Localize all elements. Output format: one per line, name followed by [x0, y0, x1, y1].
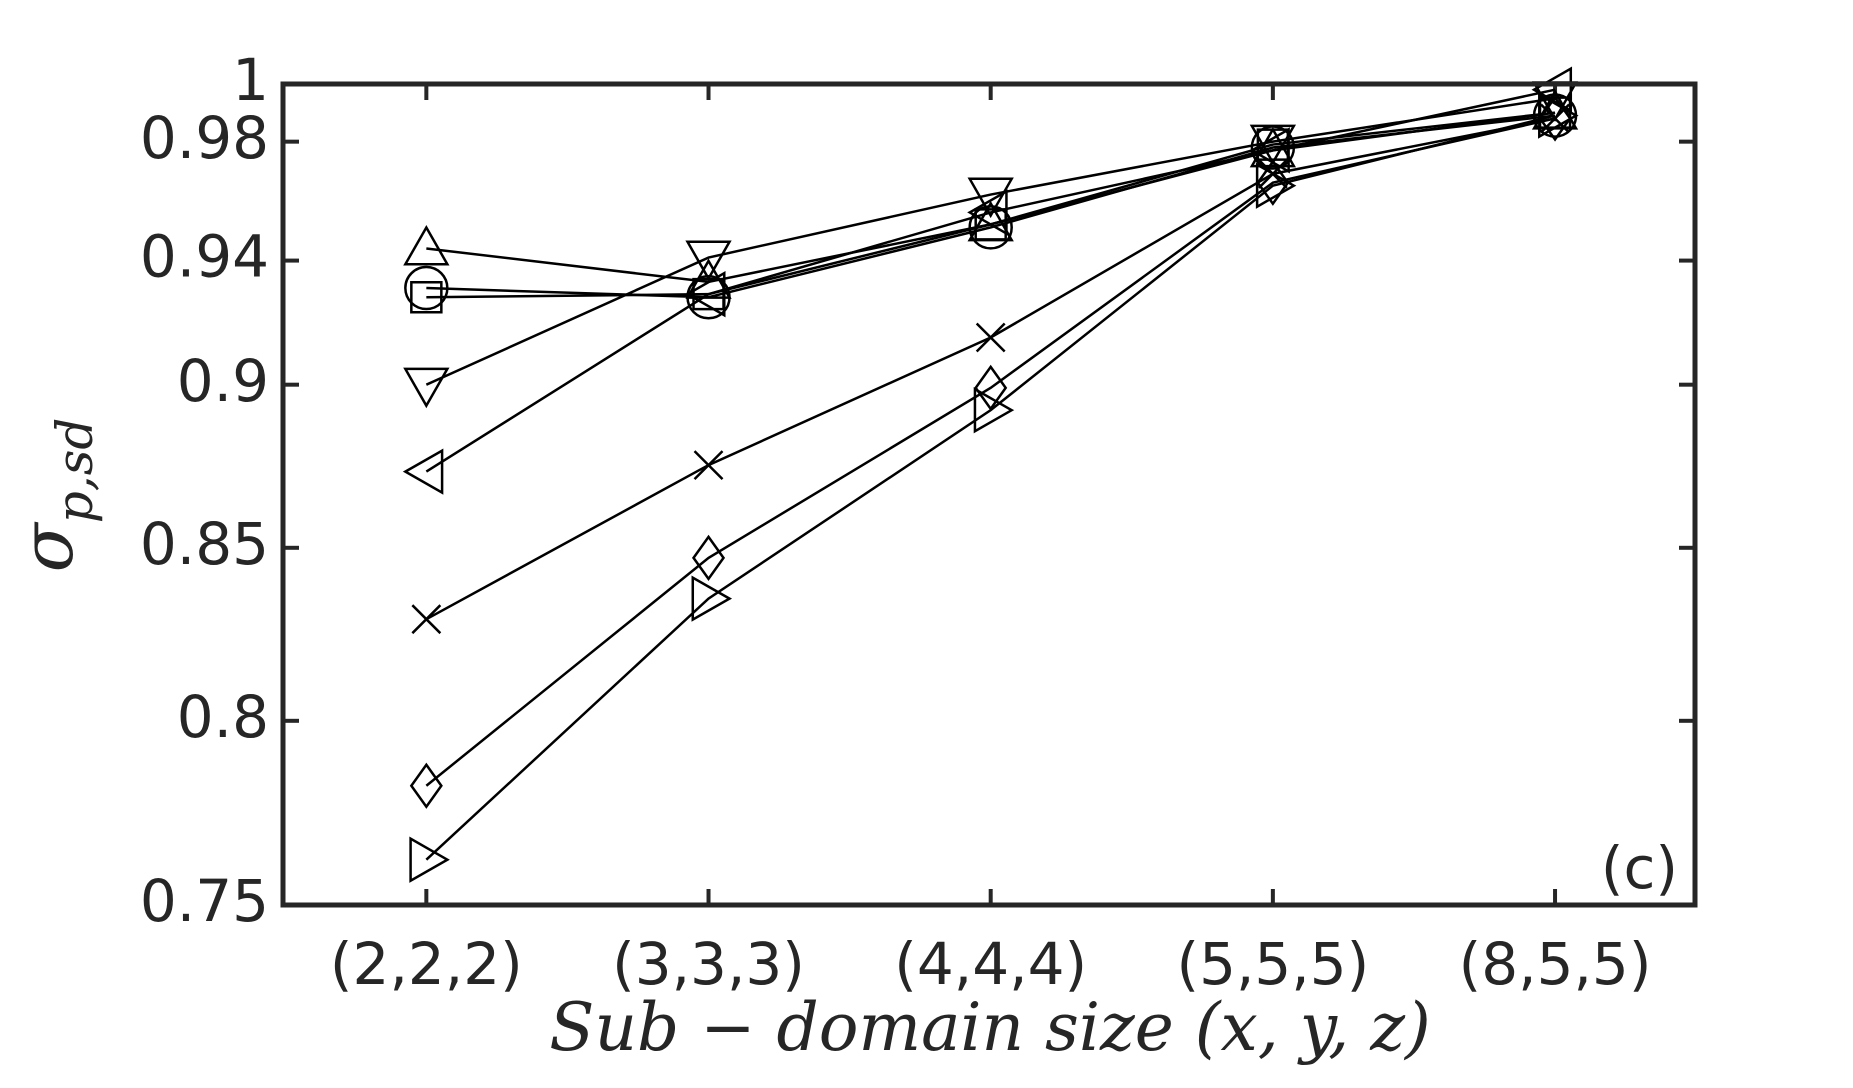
series-line	[425, 88, 1556, 473]
marker	[974, 208, 1007, 241]
x-tick-label: (2,2,2)	[330, 930, 523, 998]
marker	[1249, 126, 1297, 168]
marker	[411, 604, 442, 635]
marker	[685, 240, 732, 282]
marker	[404, 265, 449, 311]
series-line	[426, 111, 1556, 284]
marker	[403, 224, 450, 266]
marker	[974, 364, 1008, 412]
y-axis-symbol: σ	[5, 521, 89, 572]
x-axis-label: Sub − domain size (x, y, z)	[549, 989, 1430, 1066]
marker	[402, 448, 444, 495]
x-tick-label: (8,5,5)	[1459, 930, 1652, 998]
x-tick-label: (3,3,3)	[612, 930, 805, 998]
marker	[693, 450, 724, 480]
y-tick-label: 0.8	[177, 683, 269, 751]
y-tick-label: 0.98	[140, 104, 269, 172]
x-tick-label: (5,5,5)	[1176, 930, 1369, 998]
marker	[1538, 92, 1579, 139]
marker	[973, 387, 1015, 434]
marker	[409, 762, 443, 809]
marker	[691, 534, 726, 582]
panel-annotation: (c)	[1601, 834, 1678, 902]
marker	[1538, 95, 1572, 142]
x-tick-label: (4,4,4)	[894, 930, 1087, 998]
y-axis-subscript: p,sd	[46, 418, 104, 524]
y-axis-label: σp,sd	[5, 418, 104, 573]
marker	[967, 177, 1014, 219]
series-line	[425, 117, 1556, 787]
y-tick-label: 0.9	[177, 347, 269, 415]
y-tick-label: 0.75	[140, 867, 269, 935]
marker	[1256, 159, 1290, 206]
y-tick-label: 1	[232, 46, 269, 114]
y-tick-label: 0.94	[140, 223, 269, 291]
marker	[975, 322, 1006, 353]
marker	[684, 271, 726, 318]
plot-frame	[280, 81, 1698, 908]
marker	[967, 189, 1008, 236]
series-line	[425, 97, 1556, 386]
marker	[403, 367, 450, 409]
marker	[1249, 127, 1290, 174]
marker	[691, 575, 733, 622]
y-tick-label: 0.85	[140, 510, 269, 578]
marker	[410, 280, 443, 314]
marker	[1255, 162, 1297, 209]
marker	[409, 836, 450, 883]
